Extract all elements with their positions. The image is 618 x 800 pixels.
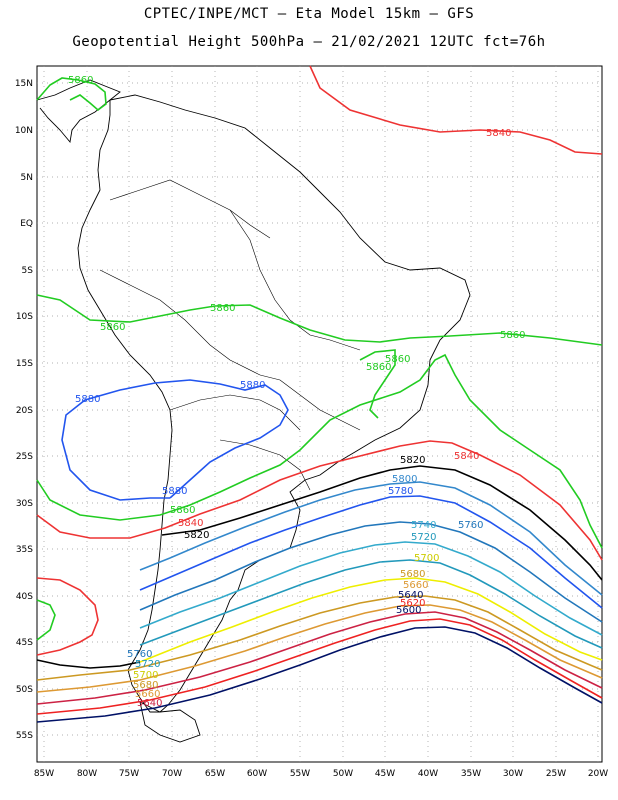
contour-5820	[161, 465, 603, 581]
contour-label: 5760	[458, 520, 483, 531]
lat-label: 15S	[16, 359, 33, 369]
lon-label: 85W	[34, 769, 54, 779]
contour-labels: 5860 5840 5860 5860 5860 5860 5860 5880 …	[68, 75, 525, 709]
lon-label: 60W	[247, 769, 267, 779]
contour-label: 5740	[411, 520, 436, 531]
lat-label: 25S	[16, 452, 33, 462]
contour-5800	[139, 481, 603, 596]
lon-label: 35W	[461, 769, 481, 779]
lon-label: 50W	[333, 769, 353, 779]
contour-label: 5860	[170, 505, 195, 516]
lat-label: 10N	[15, 126, 33, 136]
contour-label: 5620	[400, 598, 425, 609]
contour-label: 5880	[240, 380, 265, 391]
contour-label: 5840	[454, 451, 479, 462]
lon-label: 20W	[588, 769, 608, 779]
latitude-labels: 15N 10N 5N EQ 5S 10S 15S 20S 25S 30S 35S…	[15, 79, 33, 741]
contour-label: 5860	[100, 322, 125, 333]
contour-label: 5640	[137, 698, 162, 709]
contour-label: 5840	[178, 518, 203, 529]
lon-label: 80W	[77, 769, 97, 779]
contour-5600	[36, 626, 603, 723]
lat-label: 35S	[16, 545, 33, 555]
contour-5860-band	[36, 294, 603, 346]
contour-label: 5640	[398, 590, 423, 601]
lat-label: 50S	[16, 685, 33, 695]
longitude-labels: 85W 80W 75W 70W 65W 60W 55W 50W 45W 40W …	[34, 769, 608, 779]
contour-label: 5680	[400, 569, 425, 580]
contour-label: 5880	[162, 486, 187, 497]
contour-label: 5660	[403, 580, 428, 591]
country-borders	[99, 179, 361, 491]
lat-label: 20S	[16, 406, 33, 416]
contour-5640-sw	[36, 659, 141, 669]
lat-label: 55S	[16, 731, 33, 741]
contours	[36, 65, 603, 723]
contour-5860-south	[36, 353, 603, 549]
title-line-2: Geopotential Height 500hPa – 21/02/2021 …	[72, 34, 546, 50]
contour-label: 5660	[135, 689, 160, 700]
lon-label: 70W	[162, 769, 182, 779]
contour-label: 5820	[184, 530, 209, 541]
lon-label: 55W	[290, 769, 310, 779]
contour-label: 5700	[133, 670, 158, 681]
coastlines	[36, 79, 471, 743]
contour-label: 5700	[414, 553, 439, 564]
contour-5880-loop	[61, 379, 289, 501]
lon-label: 30W	[503, 769, 523, 779]
contour-label: 5860	[500, 330, 525, 341]
lon-label: 40W	[418, 769, 438, 779]
contour-5740	[139, 541, 603, 636]
contour-5640	[36, 611, 603, 705]
contour-label: 5860	[366, 362, 391, 373]
lat-label: 30S	[16, 499, 33, 509]
lon-label: 25W	[546, 769, 566, 779]
lon-label: 65W	[205, 769, 225, 779]
contour-5700	[139, 577, 603, 663]
lat-label: 40S	[16, 592, 33, 602]
contour-label: 5760	[127, 649, 152, 660]
contour-5680	[36, 595, 603, 681]
contour-5620	[36, 618, 603, 715]
contour-label: 5860	[210, 303, 235, 314]
lon-label: 75W	[119, 769, 139, 779]
title-line-1: CPTEC/INPE/MCT – Eta Model 15km – GFS	[143, 6, 475, 22]
lat-label: 5S	[22, 266, 34, 276]
contour-label: 5880	[75, 394, 100, 405]
contour-label: 5720	[411, 532, 436, 543]
contour-5860-west	[36, 599, 56, 641]
lat-label: 10S	[16, 312, 33, 322]
contour-5720	[139, 559, 603, 649]
contour-label: 5820	[400, 455, 425, 466]
contour-label: 5780	[388, 486, 413, 497]
lat-label: 45S	[16, 638, 33, 648]
contour-5860-north	[36, 77, 107, 112]
lat-label: 5N	[21, 173, 33, 183]
contour-5660	[36, 604, 603, 693]
contour-5780	[139, 495, 603, 609]
contour-5860-inner	[359, 349, 396, 419]
contour-label: 5720	[135, 659, 160, 670]
contour-5840-mid	[36, 440, 603, 561]
contour-5880-west	[36, 577, 99, 656]
contour-5760	[139, 521, 603, 623]
contour-label: 5860	[385, 354, 410, 365]
lon-label: 45W	[375, 769, 395, 779]
lat-label: EQ	[20, 219, 33, 229]
contour-label: 5600	[396, 605, 421, 616]
map-frame	[36, 65, 603, 763]
contour-label: 5680	[133, 680, 158, 691]
contour-label: 5860	[68, 75, 93, 86]
lat-label: 15N	[15, 79, 33, 89]
contour-5840-north	[309, 65, 603, 155]
contour-label: 5800	[392, 474, 417, 485]
contour-label: 5840	[486, 128, 511, 139]
